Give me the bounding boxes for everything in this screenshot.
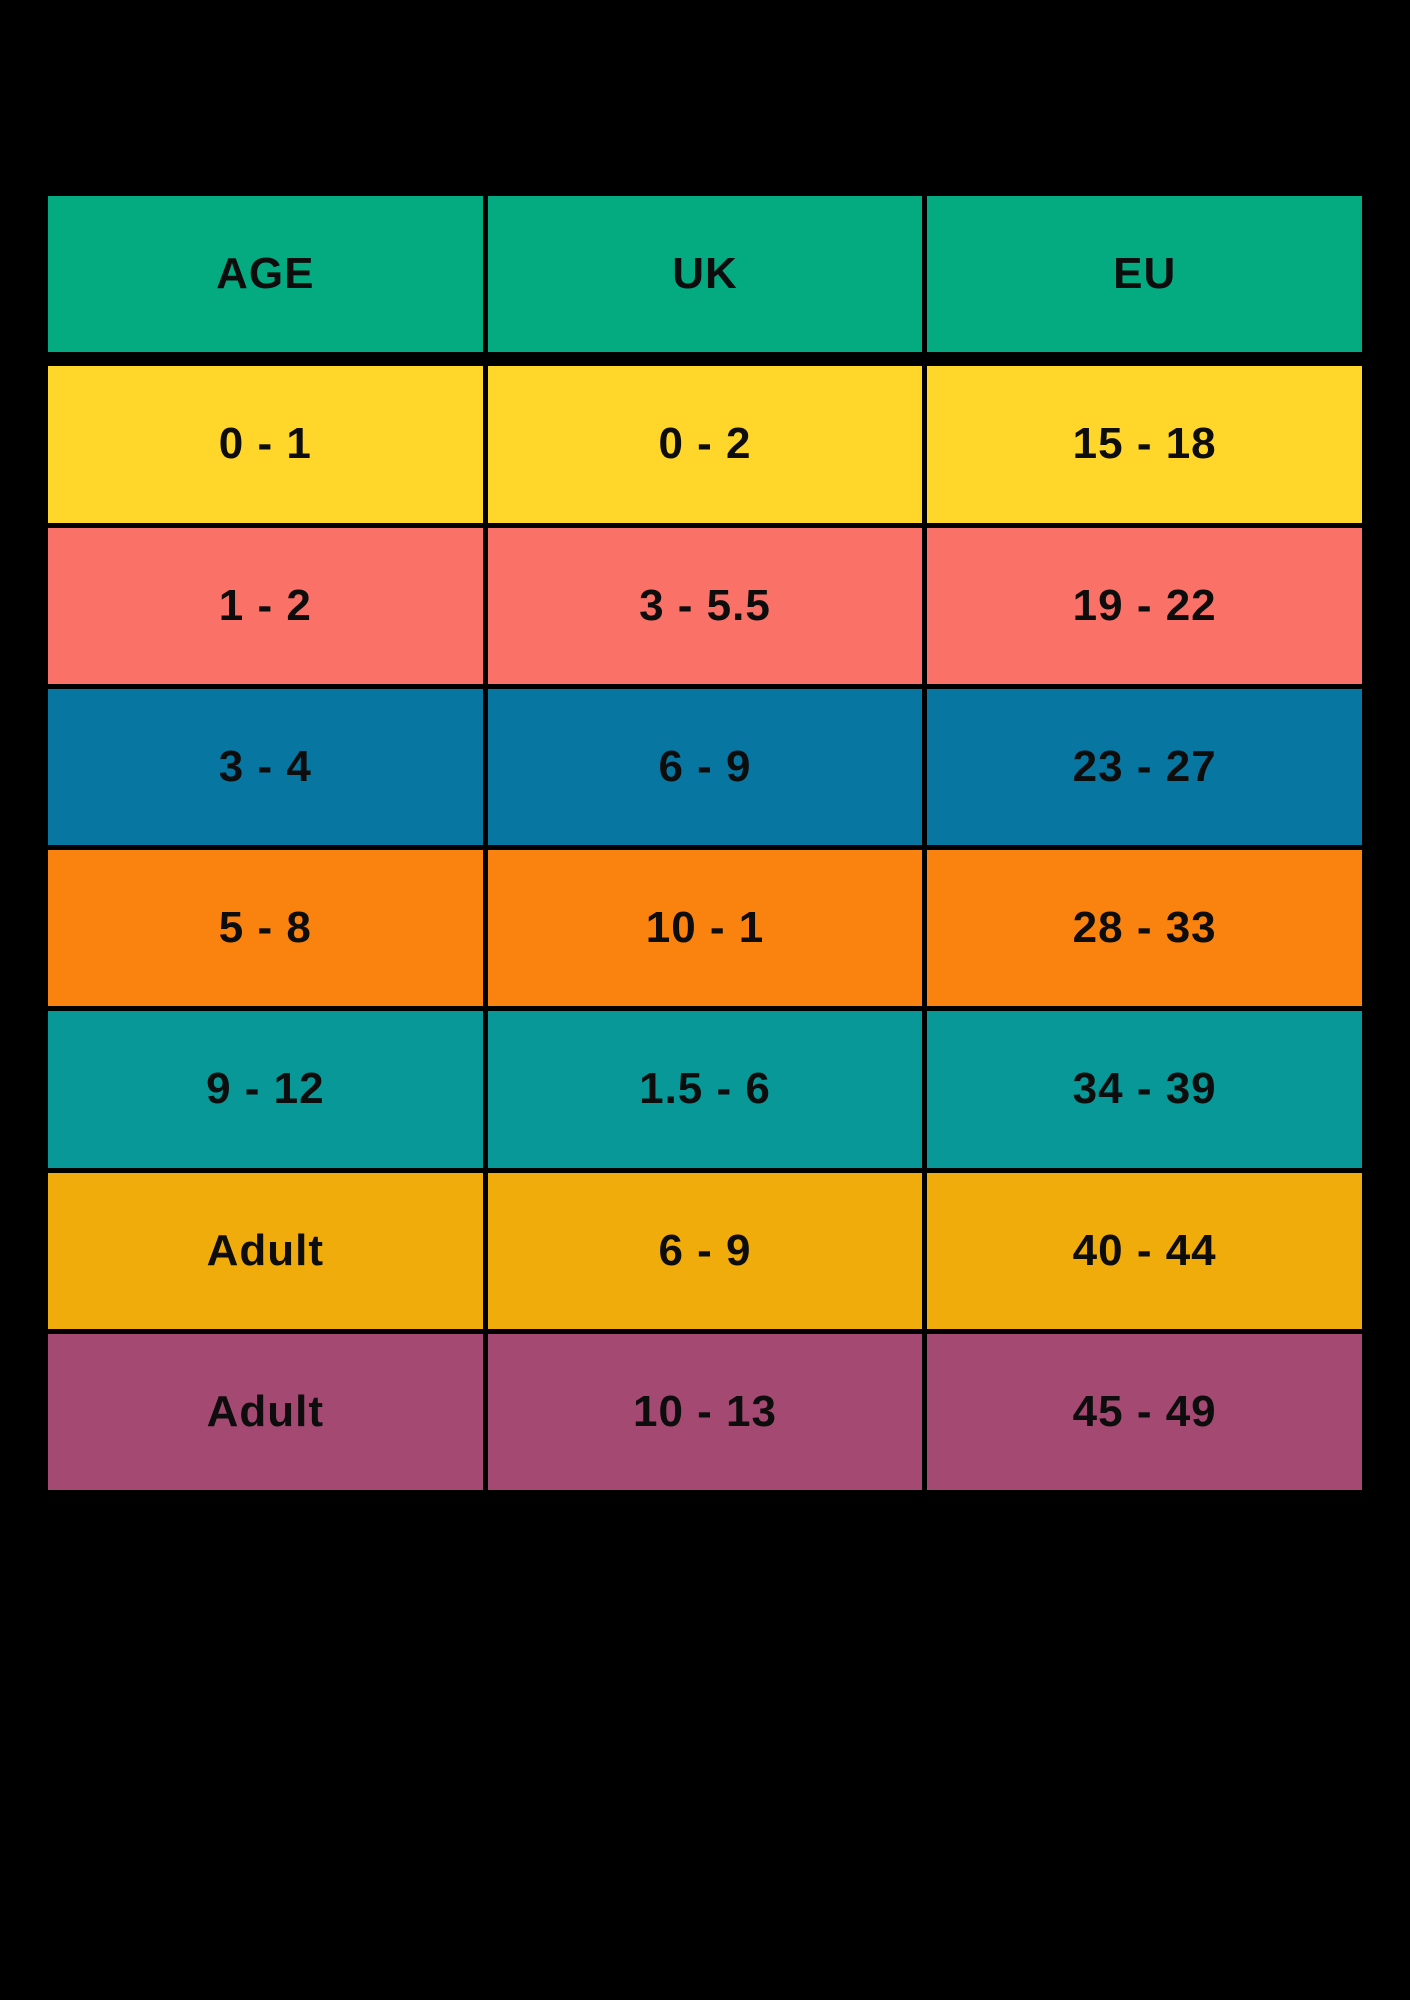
table-row: 5 - 8 10 - 1 28 - 33 <box>48 850 1362 1007</box>
uk-cell: 1.5 - 6 <box>487 1011 923 1168</box>
uk-cell: 10 - 13 <box>487 1333 923 1490</box>
table-row: 3 - 4 6 - 9 23 - 27 <box>48 688 1362 845</box>
uk-cell: 0 - 2 <box>487 366 923 523</box>
eu-cell: 45 - 49 <box>927 1333 1362 1490</box>
age-cell: 9 - 12 <box>48 1011 483 1168</box>
age-cell: 1 - 2 <box>48 527 483 684</box>
header-cell-age: AGE <box>48 196 483 353</box>
eu-cell: 23 - 27 <box>927 688 1362 845</box>
eu-cell: 34 - 39 <box>927 1011 1362 1168</box>
table-row: Adult 10 - 13 45 - 49 <box>48 1333 1362 1490</box>
header-cell-uk: UK <box>487 196 923 353</box>
table-header-row: AGE UK EU <box>48 196 1362 353</box>
uk-cell: 10 - 1 <box>487 850 923 1007</box>
age-cell: 3 - 4 <box>48 688 483 845</box>
table-row: 1 - 2 3 - 5.5 19 - 22 <box>48 527 1362 684</box>
uk-cell: 6 - 9 <box>487 1172 923 1329</box>
uk-cell: 6 - 9 <box>487 688 923 845</box>
eu-cell: 40 - 44 <box>927 1172 1362 1329</box>
eu-cell: 19 - 22 <box>927 527 1362 684</box>
age-cell: 0 - 1 <box>48 366 483 523</box>
eu-cell: 28 - 33 <box>927 850 1362 1007</box>
table-row: 9 - 12 1.5 - 6 34 - 39 <box>48 1011 1362 1168</box>
shoe-size-table: AGE UK EU 0 - 1 0 - 2 15 - 18 1 - 2 3 - … <box>48 196 1362 1490</box>
header-cell-eu: EU <box>927 196 1362 353</box>
table-row: 0 - 1 0 - 2 15 - 18 <box>48 366 1362 523</box>
age-cell: Adult <box>48 1172 483 1329</box>
eu-cell: 15 - 18 <box>927 366 1362 523</box>
age-cell: 5 - 8 <box>48 850 483 1007</box>
uk-cell: 3 - 5.5 <box>487 527 923 684</box>
table-row: Adult 6 - 9 40 - 44 <box>48 1172 1362 1329</box>
age-cell: Adult <box>48 1333 483 1490</box>
